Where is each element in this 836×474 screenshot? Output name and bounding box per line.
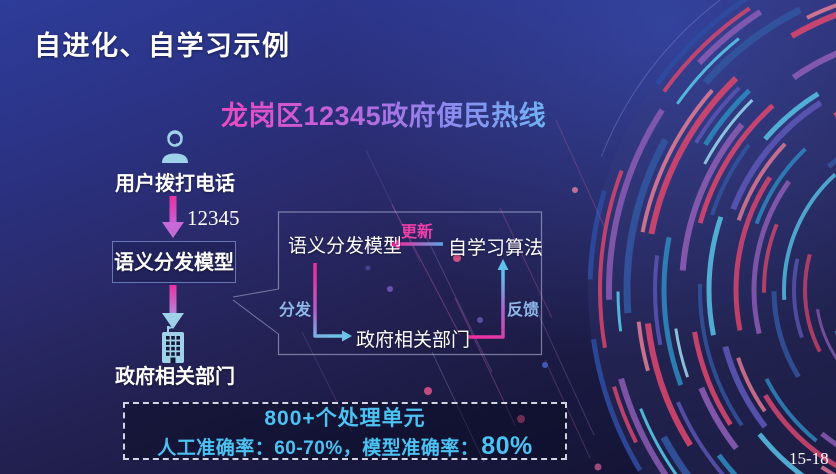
stats-accuracy-text: 人工准确率：60-70%，模型准确率： — [157, 437, 480, 459]
callout-lines — [232, 288, 279, 335]
feedback-arrow — [468, 259, 509, 339]
stats-units: 800+个处理单元 — [264, 406, 426, 430]
feedback-label: 反馈 — [507, 302, 540, 319]
subtitle: 龙岗区12345政府便民热线 — [221, 94, 546, 133]
flow-step-department: 政府相关部门 — [115, 366, 235, 388]
page-number: 15-18 — [789, 449, 829, 468]
down-arrow-2 — [162, 285, 184, 329]
page-title: 自进化、自学习示例 — [34, 31, 291, 61]
dispatch-arrow — [313, 263, 352, 342]
stats-accuracy: 人工准确率：60-70%，模型准确率： 80% — [157, 432, 533, 461]
dispatch-label: 分发 — [279, 302, 312, 319]
down-arrow-1 — [162, 196, 184, 238]
stats-accuracy-highlight: 80% — [481, 431, 533, 460]
loop-node-model: 语义分发模型 — [288, 236, 403, 257]
loop-node-algorithm: 自学习算法 — [448, 238, 544, 259]
hotline-number: 12345 — [187, 206, 240, 230]
loop-node-department: 政府相关部门 — [356, 330, 471, 351]
update-label: 更新 — [401, 224, 434, 241]
flow-step-user: 用户拨打电话 — [115, 173, 235, 195]
flow-step-model: 语义分发模型 — [112, 241, 236, 283]
stats-box: 800+个处理单元 人工准确率：60-70%，模型准确率： 80% — [123, 402, 567, 460]
headset-agent-icon — [158, 129, 192, 165]
building-icon — [157, 326, 189, 363]
